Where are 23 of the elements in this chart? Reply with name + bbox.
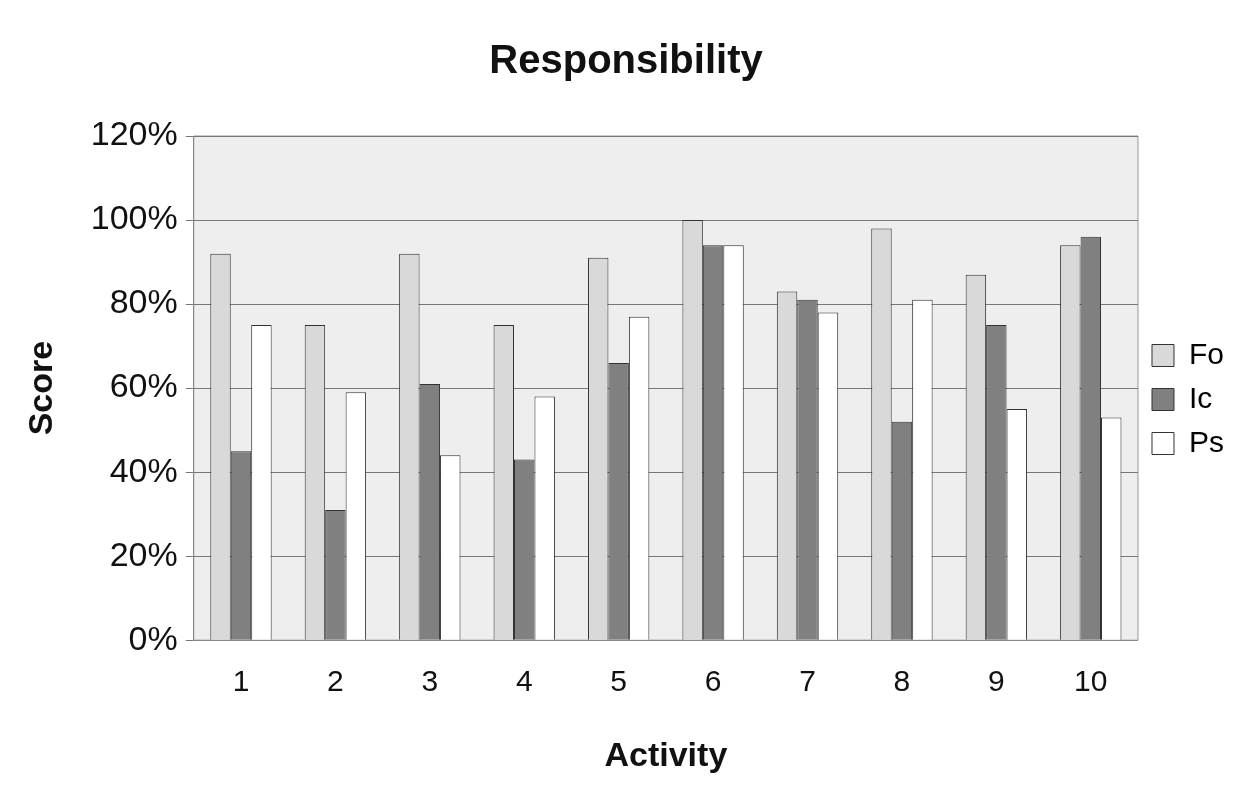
x-tick-label: 6: [704, 664, 722, 698]
x-tick-label: 5: [610, 664, 628, 698]
y-axis-title: Score: [20, 340, 59, 436]
y-tick-label: 100%: [90, 198, 178, 237]
x-tick-label: 9: [988, 664, 1005, 698]
x-axis-title: Activity: [604, 734, 728, 773]
y-tick-label: 120%: [90, 114, 178, 153]
legend-label: Ps: [1188, 424, 1225, 458]
x-tick-label: 8: [893, 664, 911, 698]
x-tick-label: 10: [1074, 664, 1108, 698]
legend-label: Fo: [1188, 336, 1225, 370]
x-tick-label: 4: [515, 664, 533, 698]
y-tick-label: 40%: [109, 450, 178, 489]
y-tick-label: 80%: [109, 282, 178, 321]
y-tick-label: 20%: [109, 534, 178, 573]
x-tick-label: 3: [421, 664, 439, 698]
x-tick-label: 1: [232, 664, 250, 698]
legend-label: Ic: [1188, 380, 1213, 414]
x-tick-label: 2: [327, 664, 344, 698]
y-tick-label: 0%: [128, 618, 178, 657]
y-tick-label: 60%: [109, 366, 178, 405]
chart-title: Responsibility: [489, 37, 764, 82]
x-tick-label: 7: [799, 664, 816, 698]
